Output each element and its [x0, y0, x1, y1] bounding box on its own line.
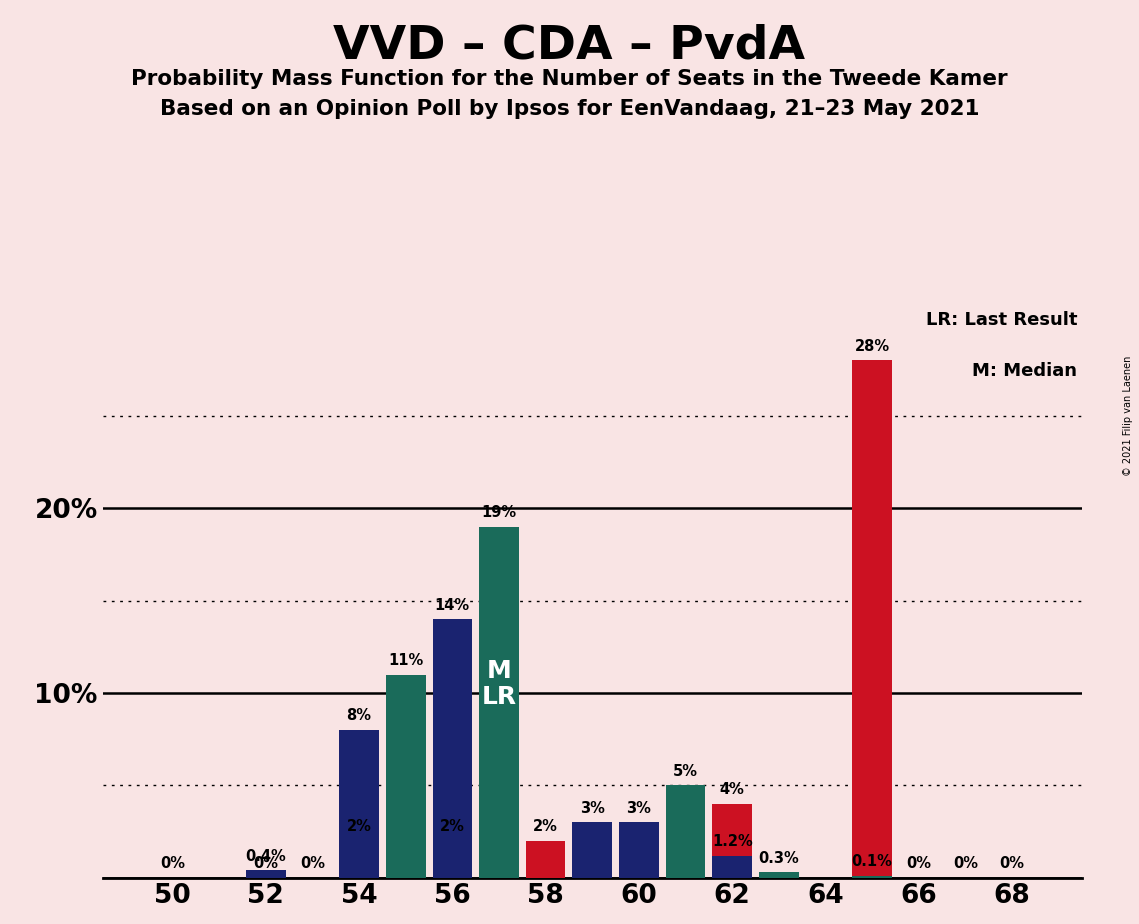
Bar — [433, 841, 473, 878]
Bar — [712, 804, 752, 878]
Bar — [339, 841, 379, 878]
Text: Probability Mass Function for the Number of Seats in the Tweede Kamer: Probability Mass Function for the Number… — [131, 69, 1008, 90]
Text: 11%: 11% — [388, 653, 424, 668]
Text: M: Median: M: Median — [973, 362, 1077, 380]
Bar — [665, 785, 705, 878]
Bar — [386, 675, 426, 878]
Bar — [480, 527, 518, 878]
Bar — [573, 822, 612, 878]
Text: LR: Last Result: LR: Last Result — [926, 310, 1077, 329]
Text: 5%: 5% — [673, 764, 698, 779]
Text: 0%: 0% — [300, 857, 325, 871]
Text: 3%: 3% — [580, 801, 605, 816]
Bar — [712, 856, 752, 878]
Bar — [620, 822, 658, 878]
Bar — [852, 876, 892, 878]
Text: 0.3%: 0.3% — [759, 851, 800, 866]
Text: 4%: 4% — [720, 783, 745, 797]
Text: © 2021 Filip van Laenen: © 2021 Filip van Laenen — [1123, 356, 1133, 476]
Bar — [246, 870, 286, 878]
Bar — [339, 730, 379, 878]
Text: 14%: 14% — [435, 598, 470, 613]
Text: 0%: 0% — [953, 857, 978, 871]
Text: 0%: 0% — [253, 857, 278, 871]
Text: 0%: 0% — [159, 857, 185, 871]
Text: 2%: 2% — [440, 820, 465, 834]
Text: 0.4%: 0.4% — [245, 849, 286, 864]
Bar — [759, 872, 798, 878]
Text: 1.2%: 1.2% — [712, 834, 753, 849]
Text: Based on an Opinion Poll by Ipsos for EenVandaag, 21–23 May 2021: Based on an Opinion Poll by Ipsos for Ee… — [159, 99, 980, 119]
Text: 3%: 3% — [626, 801, 652, 816]
Bar — [852, 360, 892, 878]
Text: 28%: 28% — [854, 339, 890, 354]
Text: 19%: 19% — [482, 505, 517, 520]
Text: 0%: 0% — [1000, 857, 1025, 871]
Bar — [526, 841, 565, 878]
Text: 0.1%: 0.1% — [852, 855, 893, 869]
Bar — [433, 619, 473, 878]
Text: 2%: 2% — [346, 820, 371, 834]
Text: 8%: 8% — [346, 709, 371, 723]
Text: M
LR: M LR — [482, 659, 517, 709]
Text: 0%: 0% — [907, 857, 932, 871]
Text: VVD – CDA – PvdA: VVD – CDA – PvdA — [334, 23, 805, 68]
Text: 2%: 2% — [533, 820, 558, 834]
